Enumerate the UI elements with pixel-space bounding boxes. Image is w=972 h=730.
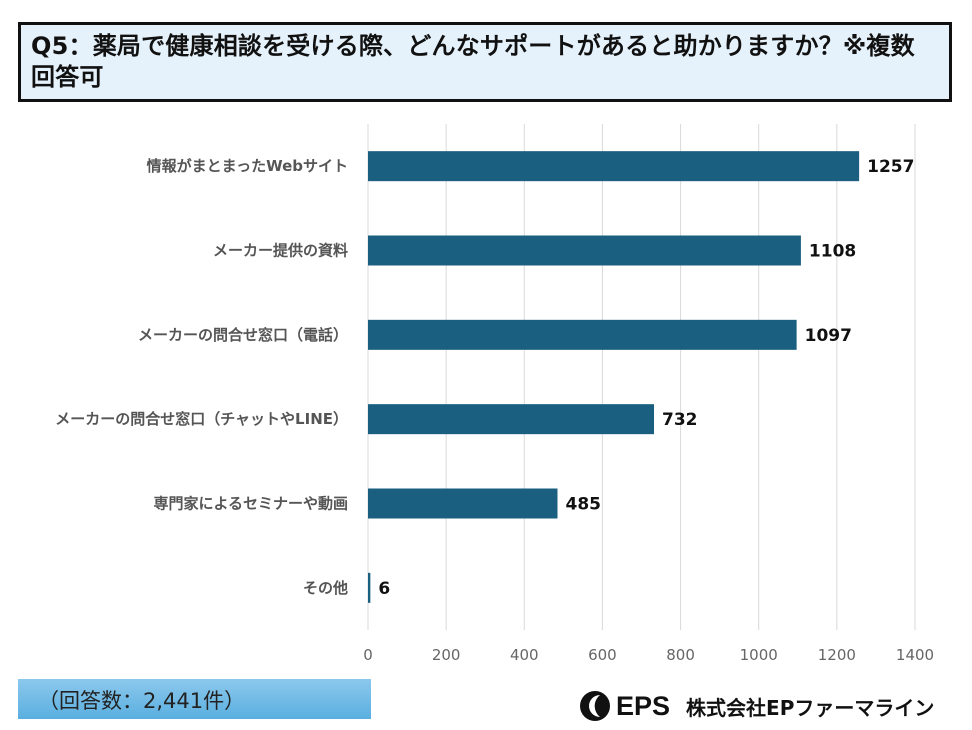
category-label: 専門家によるセミナーや動画 [153, 495, 348, 513]
response-count-box: （回答数：2,441件） [18, 679, 371, 719]
bar [368, 235, 801, 266]
value-label: 485 [565, 495, 601, 515]
bar [368, 151, 860, 182]
category-label: メーカーの問合せ窓口（電話） [138, 326, 348, 344]
value-label: 732 [662, 410, 698, 430]
x-tick-label: 400 [510, 646, 539, 664]
x-tick-label: 600 [588, 646, 617, 664]
eps-logo-icon [580, 691, 610, 721]
bar [368, 404, 655, 435]
bar [368, 488, 558, 519]
x-tick-label: 800 [666, 646, 695, 664]
value-label: 1108 [809, 242, 856, 262]
category-label: 情報がまとまったWebサイト [147, 157, 348, 175]
value-label: 1097 [805, 326, 852, 346]
value-label: 1257 [867, 157, 914, 177]
category-label: メーカーの問合せ窓口（チャットやLINE） [55, 410, 348, 428]
brand-footer: EPS 株式会社EPファーマライン [578, 688, 934, 724]
x-tick-label: 1400 [896, 646, 934, 664]
category-label: メーカー提供の資料 [213, 242, 348, 260]
company-name: 株式会社EPファーマライン [686, 695, 935, 720]
x-tick-label: 1200 [818, 646, 856, 664]
value-label: 6 [378, 579, 390, 599]
title-box: Q5：薬局で健康相談を受ける際、どんなサポートがあると助かりますか？※複数回答可 [18, 22, 952, 102]
response-count: （回答数：2,441件） [38, 689, 246, 713]
bar-chart: 0 200 400 600 800 1000 1200 1400 情報がまとまったWebサイト 1… [55, 124, 934, 664]
x-tick-label: 1000 [740, 646, 778, 664]
x-tick-label: 200 [432, 646, 461, 664]
x-tick-label: 0 [363, 646, 373, 664]
bar [368, 572, 371, 603]
category-label: その他 [303, 579, 348, 597]
eps-logo-text: EPS [616, 690, 671, 721]
chart-title: Q5：薬局で健康相談を受ける際、どんなサポートがあると助かりますか？※複数回答可 [31, 32, 915, 91]
bar [368, 319, 797, 350]
